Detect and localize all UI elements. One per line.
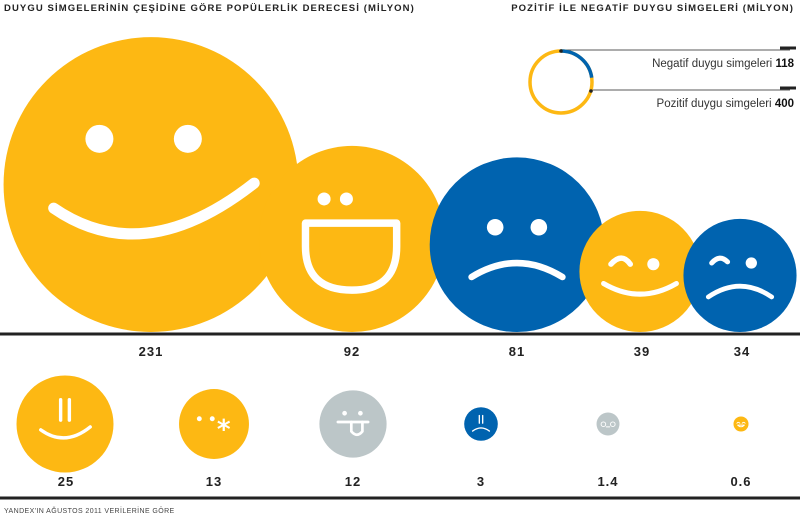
value-label: 81 <box>509 344 525 359</box>
bubble-happy-closed-eyes <box>733 416 749 432</box>
frown-icon <box>468 218 566 281</box>
wink-frown-icon <box>705 255 775 300</box>
legend-negative-label: Negatif duygu simgeleri <box>652 58 773 70</box>
happy-closed-eyes-icon <box>736 421 746 428</box>
legend-negative: Negatif duygu simgeleri 118 <box>652 58 794 70</box>
bubble-circle <box>16 375 114 473</box>
value-label: 92 <box>344 344 360 359</box>
value-label: 34 <box>734 344 750 359</box>
legend-positive-label: Pozitif duygu simgeleri <box>656 98 772 110</box>
svg-text:*: * <box>217 416 231 446</box>
value-label: 3 <box>477 474 485 489</box>
legend-title: POZİTİF İLE NEGATİF DUYGU SİMGELERİ (MİL… <box>511 3 794 14</box>
bubble-circle <box>683 218 797 332</box>
legend-positive-dot <box>589 89 593 93</box>
chart-title: DUYGU SİMGELERİNİN ÇEŞİDİNE GÖRE POPÜLER… <box>4 3 415 14</box>
straight-eyes-frown-icon <box>471 414 491 432</box>
bubble-tongue-grin <box>258 145 446 332</box>
value-label: 231 <box>139 344 164 359</box>
value-label: 39 <box>634 344 650 359</box>
legend-negative-dot <box>559 49 563 53</box>
tongue-out-icon <box>336 410 370 437</box>
bubble-big-smile <box>3 37 299 332</box>
bubble-circle <box>258 145 446 332</box>
bubble-circle <box>733 416 749 432</box>
bubble-wink-smile <box>579 210 701 332</box>
value-label: 25 <box>58 474 74 489</box>
big-smile-icon <box>48 124 260 240</box>
bubble-straight-eyes-frown <box>464 407 498 441</box>
value-label: 0.6 <box>730 474 751 489</box>
bubble-straight-eyes-smile <box>16 375 114 473</box>
value-label: 13 <box>206 474 222 489</box>
bubble-wink-kiss: * <box>179 389 249 459</box>
bubble-circle <box>596 412 620 436</box>
bubble-frown <box>429 157 605 332</box>
legend-positive-value: 400 <box>774 98 794 110</box>
bubbles: * <box>3 37 797 473</box>
o-underscore-o-icon <box>600 421 616 428</box>
bubble-o-underscore-o <box>596 412 620 436</box>
bubble-circle <box>579 210 701 332</box>
legend-positive: Pozitif duygu simgeleri 400 <box>657 98 794 110</box>
bubble-wink-frown <box>683 218 797 332</box>
bubble-circle <box>429 157 605 332</box>
straight-eyes-smile-icon <box>39 398 92 440</box>
source-note: YANDEX'IN AĞUSTOS 2011 VERİLERİNE GÖRE <box>4 508 175 515</box>
value-label: 12 <box>345 474 361 489</box>
value-label: 1.4 <box>597 474 618 489</box>
bubble-tongue-out <box>319 390 387 458</box>
legend-negative-value: 118 <box>775 58 794 70</box>
value-labels: 231 92 81 39 34 25 13 12 3 1.4 0.6 <box>58 344 751 489</box>
wink-smile-icon <box>601 255 679 297</box>
bubble-circle <box>319 390 387 458</box>
bubble-circle <box>3 37 299 332</box>
bubble-circle <box>179 389 249 459</box>
legend-ring <box>528 46 796 115</box>
wink-kiss-icon: * <box>196 416 231 446</box>
tongue-grin-icon <box>301 192 401 294</box>
legend-ring-negative <box>560 49 594 79</box>
bubble-circle <box>464 407 498 441</box>
